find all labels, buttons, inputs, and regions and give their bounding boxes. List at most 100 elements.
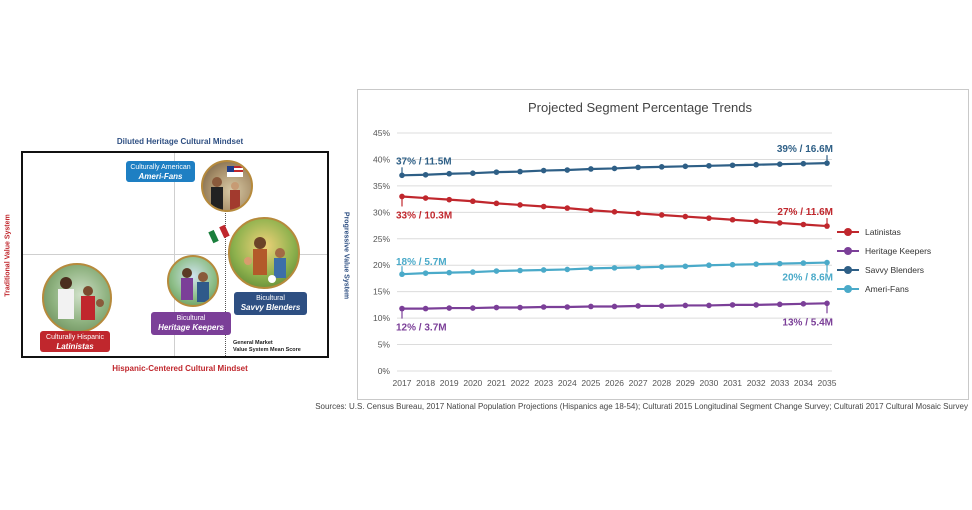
- diagram-left-label: Traditional Value System: [4, 214, 12, 297]
- data-point: [800, 260, 807, 266]
- data-point: [776, 301, 783, 308]
- x-tick-label: 2026: [605, 378, 624, 388]
- x-tick-label: 2035: [818, 378, 837, 388]
- latinistas-sub: Culturally Hispanic: [46, 334, 104, 341]
- data-point: [493, 268, 500, 274]
- data-point: [517, 267, 523, 274]
- quadrant-horizontal-axis: [23, 254, 327, 255]
- x-tick-label: 2020: [463, 378, 482, 388]
- data-point: [729, 162, 736, 169]
- legend-label: Heritage Keepers: [865, 245, 932, 256]
- data-point: [800, 160, 807, 167]
- start-data-label: 18% / 5.7M: [396, 257, 447, 268]
- end-data-label: 27% / 11.6M: [777, 207, 833, 218]
- general-market-note-line1: General Market: [233, 340, 273, 346]
- data-point: [635, 164, 641, 171]
- chart-title: Projected Segment Percentage Trends: [527, 100, 753, 115]
- x-tick-label: 2018: [416, 378, 435, 388]
- diagram-top-label: Diluted Heritage Cultural Mindset: [116, 137, 244, 146]
- data-point: [800, 221, 807, 228]
- data-point: [682, 213, 689, 220]
- x-tick-label: 2033: [770, 378, 789, 388]
- heritage-keepers-name: Heritage Keepers: [158, 323, 224, 332]
- diagram-bottom-label: Hispanic-Centered Cultural Mindset: [112, 364, 248, 373]
- data-point: [517, 202, 523, 208]
- data-point: [658, 264, 665, 270]
- ameri-fans-sub: Culturally American: [130, 164, 191, 171]
- data-point: [588, 303, 594, 310]
- data-point: [470, 269, 476, 275]
- heritage-keepers-label: Bicultural Heritage Keepers: [151, 312, 231, 335]
- data-point: [800, 301, 807, 307]
- ameri-fans-name: Ameri-Fans: [138, 172, 183, 181]
- data-point: [729, 216, 736, 223]
- chart-legend: Latinistas Heritage Keepers Savvy Blenders…: [837, 222, 931, 298]
- line-chart: 0% 5% 10% 15% 20% 25% 30% 35% 40% 45% 2017 2018 2019…: [373, 128, 837, 388]
- y-tick-label: 5%: [378, 340, 391, 350]
- latinistas-name: Latinistas: [56, 342, 94, 351]
- data-point: [446, 196, 453, 203]
- data-point: [611, 303, 618, 310]
- data-point: [517, 304, 523, 311]
- start-data-label: 12% / 3.7M: [396, 323, 447, 334]
- legend-swatch: [837, 265, 859, 275]
- end-data-label: 20% / 8.6M: [782, 273, 833, 284]
- data-point: [446, 269, 453, 276]
- x-tick-label: 2030: [699, 378, 718, 388]
- data-point: [658, 212, 665, 218]
- y-tick-label: 20%: [373, 260, 390, 270]
- legend-label: Savvy Blenders: [865, 264, 925, 275]
- start-data-label: 33% / 10.3M: [396, 210, 452, 221]
- latinistas-label: Culturally Hispanic Latinistas: [40, 331, 110, 352]
- data-point: [824, 259, 830, 266]
- x-tick-label: 2029: [676, 378, 695, 388]
- data-point: [729, 302, 736, 308]
- ameri-fans-illustration: [201, 160, 253, 212]
- y-tick-label: 35%: [373, 181, 390, 191]
- data-point: [470, 170, 476, 176]
- data-point: [540, 267, 547, 273]
- ameri-fans-label: Culturally American Ameri-Fans: [126, 161, 195, 182]
- mexican-flag-icon: [208, 224, 230, 249]
- legend-item: Latinistas: [837, 222, 931, 241]
- legend-label: Latinistas: [865, 226, 901, 237]
- data-point: [753, 261, 759, 267]
- general-market-note: General Market Value System Mean Score: [233, 340, 301, 354]
- data-point: [564, 266, 571, 273]
- data-point: [776, 161, 783, 168]
- x-tick-label: 2024: [558, 378, 577, 388]
- x-tick-label: 2027: [629, 378, 648, 388]
- data-point: [776, 220, 783, 226]
- data-point: [635, 210, 641, 217]
- quadrant-frame: [21, 151, 329, 358]
- data-point: [611, 265, 618, 271]
- data-point: [706, 215, 712, 221]
- data-point: [470, 198, 476, 205]
- data-point: [588, 166, 594, 172]
- x-tick-label: 2025: [581, 378, 600, 388]
- latinistas-illustration: [42, 263, 112, 333]
- general-market-note-line2: Value System Mean Score: [233, 347, 301, 353]
- sources-note: Sources: U.S. Census Bureau, 2017 Nation…: [315, 402, 968, 411]
- data-point: [588, 207, 594, 214]
- y-tick-label: 25%: [373, 234, 390, 244]
- data-point: [706, 302, 712, 309]
- savvy-blenders-name: Savvy Blenders: [240, 303, 301, 312]
- data-point: [422, 195, 429, 201]
- legend-item: Ameri-Fans: [837, 279, 931, 298]
- legend-swatch: [837, 246, 859, 256]
- data-point: [753, 302, 759, 308]
- y-tick-label: 10%: [373, 313, 390, 323]
- x-tick-label: 2019: [440, 378, 459, 388]
- data-point: [540, 304, 547, 310]
- general-market-mean-line: [225, 200, 226, 356]
- data-point: [399, 193, 405, 200]
- data-point: [776, 260, 783, 267]
- data-point: [682, 163, 689, 170]
- data-point: [635, 303, 641, 309]
- data-point: [635, 264, 641, 271]
- data-point: [611, 165, 618, 172]
- data-point: [493, 169, 500, 175]
- data-point: [540, 167, 547, 174]
- data-point: [611, 209, 618, 215]
